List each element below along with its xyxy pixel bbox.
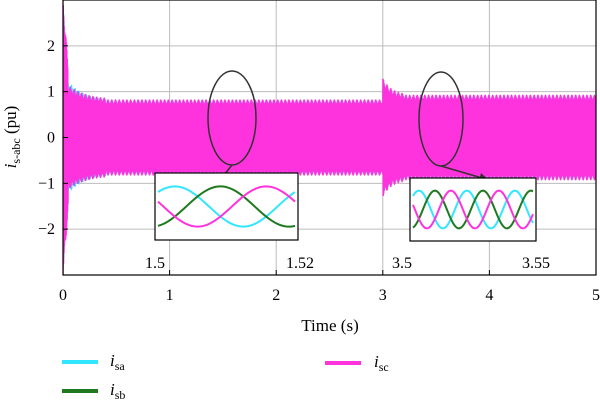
- series-traces: [62, 0, 597, 276]
- x-tick-label: 4: [485, 287, 493, 304]
- inset-1-end-label: 1.52: [286, 255, 314, 272]
- y-axis-title: is-abc (pu): [1, 106, 23, 169]
- x-tick-label: 0: [59, 287, 67, 304]
- zoom-insets: [154, 172, 537, 242]
- x-tick-label: 1: [166, 287, 174, 304]
- y-tick-label: 2: [47, 38, 55, 55]
- inset-2-line-sb: [412, 189, 534, 230]
- inset-1-line-sc: [157, 185, 296, 228]
- legend-label-isa: isa: [110, 351, 125, 373]
- series-line-sc: [62, 0, 597, 276]
- legend-label-isc: isc: [374, 352, 389, 374]
- x-tick-label: 3: [379, 287, 387, 304]
- x-tick-label: 2: [272, 287, 280, 304]
- inset-box-2: [409, 177, 537, 242]
- inset-2-line-sa: [412, 189, 534, 230]
- inset-2-start-label: 3.5: [392, 255, 412, 272]
- y-tick-label: −2: [38, 221, 55, 238]
- inset-2-line-sc: [412, 189, 534, 230]
- zoom-arrow-2: [440, 165, 483, 179]
- inset-1-start-label: 1.5: [145, 255, 165, 272]
- x-axis-title: Time (s): [301, 316, 358, 335]
- inset-2-end-label: 3.55: [522, 255, 550, 272]
- x-tick-label: 5: [592, 287, 600, 304]
- y-tick-label: −1: [38, 175, 55, 192]
- inset-1-line-sb: [157, 185, 296, 228]
- y-tick-label: 0: [47, 130, 55, 147]
- legend: isa isb isc: [62, 351, 389, 402]
- legend-label-isb: isb: [110, 380, 125, 402]
- inset-box-1: [154, 172, 299, 241]
- axis-ticks: 0 1 2 3 4 5 2 1 0 −1 −2: [38, 38, 600, 304]
- y-tick-label: 1: [47, 84, 55, 101]
- inset-1-line-sa: [157, 185, 296, 228]
